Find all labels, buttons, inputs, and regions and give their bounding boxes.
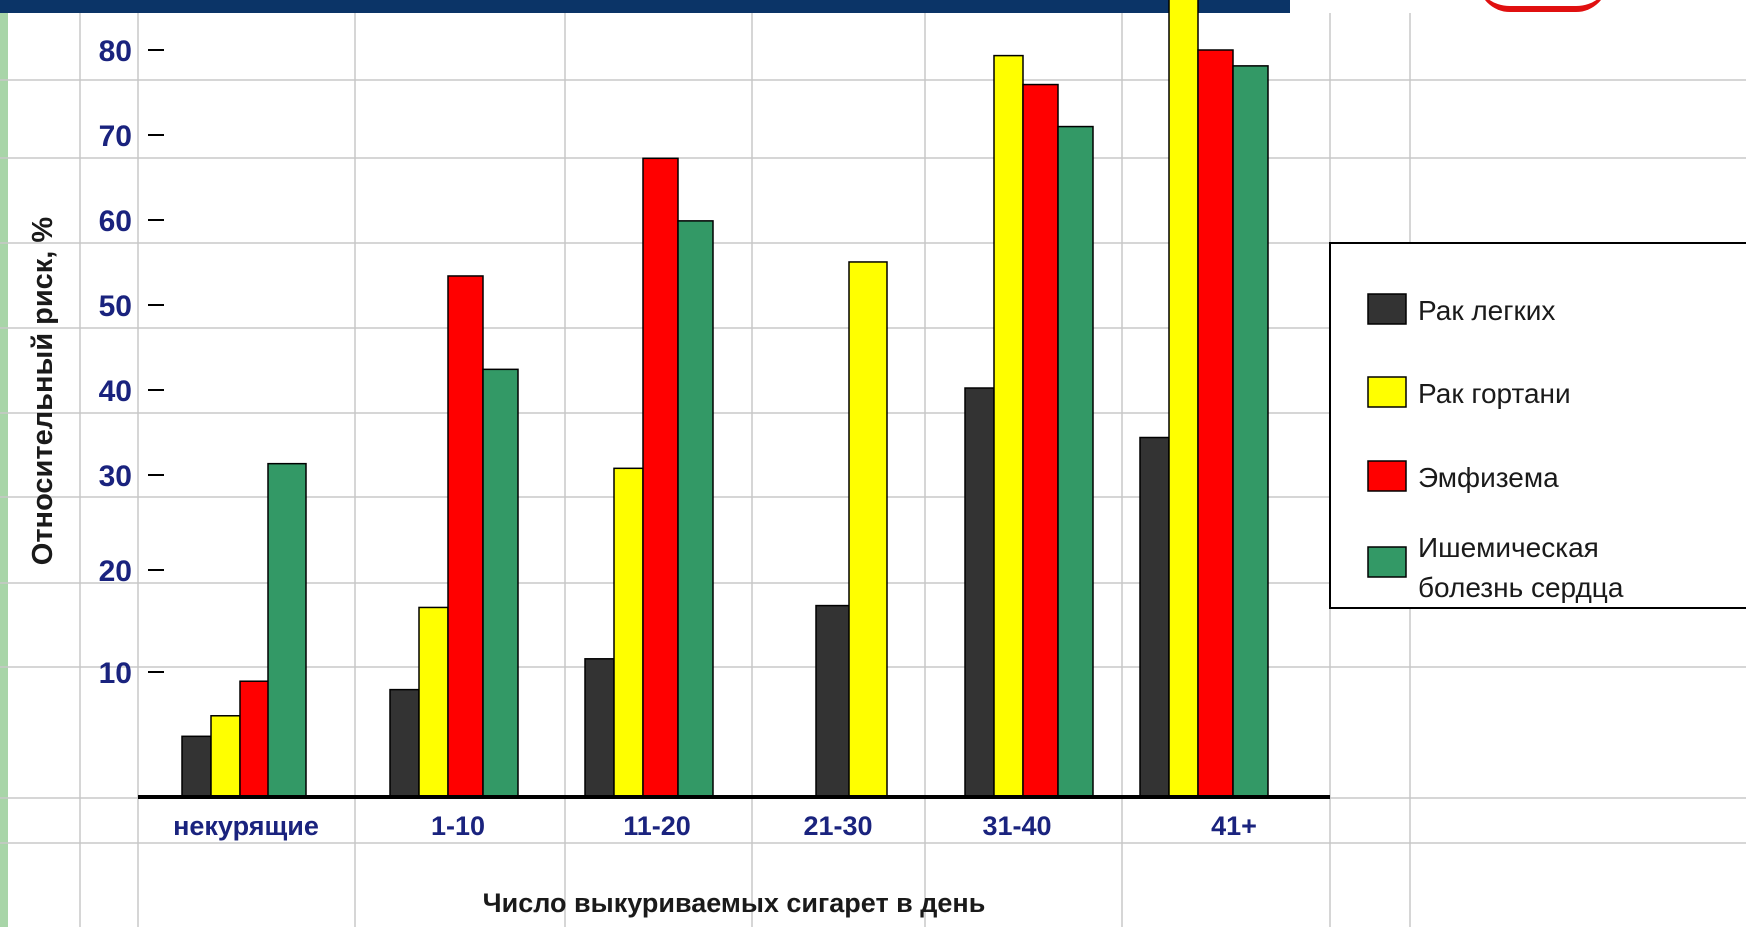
y-tick-label: 80 (99, 35, 132, 68)
bar-1-некурящие (181, 735, 212, 798)
bar-2-некурящие (210, 715, 241, 798)
legend-label: Рак легких (1418, 295, 1555, 326)
bar-2-21-30 (848, 261, 888, 798)
bar-4-41+ (1232, 65, 1269, 798)
bar-3-11-20 (642, 157, 679, 798)
legend: Рак легких Рак гортани Эмфизема Ишемическая… (1329, 242, 1746, 609)
legend-swatch (1367, 460, 1407, 492)
bar-2-11-20 (613, 467, 644, 798)
bar-4-11-20 (677, 220, 714, 798)
bar-4-1-10 (482, 368, 519, 798)
legend-swatch (1367, 293, 1407, 325)
legend-label: болезнь сердца (1418, 572, 1624, 603)
legend-label: Эмфизема (1418, 462, 1559, 493)
bar-1-31-40 (964, 387, 995, 798)
header-bar (0, 0, 1290, 13)
bars (181, 0, 1269, 798)
bar-1-1-10 (389, 688, 420, 798)
bar-2-1-10 (418, 606, 449, 798)
legend-label: Рак гортани (1418, 378, 1571, 409)
x-tick-label: 21-30 (803, 811, 872, 841)
y-tick-label: 50 (99, 290, 132, 323)
x-tick-label: некурящие (173, 811, 319, 841)
bar-3-31-40 (1022, 83, 1059, 798)
legend-swatch (1367, 376, 1407, 408)
y-tick-label: 70 (99, 120, 132, 153)
y-tick-labels: 80 70 60 50 40 30 20 10 (99, 35, 164, 690)
bar-3-41+ (1197, 49, 1234, 798)
bar-1-11-20 (584, 658, 615, 798)
y-axis-label: Относительный риск, % (27, 217, 59, 566)
left-accent-strip (0, 13, 8, 927)
bar-2-31-40 (993, 54, 1024, 798)
x-tick-label: 41+ (1211, 811, 1257, 841)
y-tick-label: 60 (99, 205, 132, 238)
x-axis-label: Число выкуриваемых сигарет в день (483, 888, 986, 918)
bar-3-1-10 (447, 275, 484, 798)
bar-2-41+ (1168, 0, 1199, 798)
y-tick-label: 30 (99, 460, 132, 493)
legend-label: Ишемическая (1418, 532, 1599, 563)
x-tick-label: 11-20 (623, 811, 691, 841)
bar-4-некурящие (267, 462, 307, 798)
x-tick-label: 31-40 (982, 811, 1051, 841)
y-tick-label: 10 (99, 657, 132, 690)
y-tick-label: 20 (99, 555, 132, 588)
bar-4-31-40 (1057, 125, 1094, 798)
legend-swatch (1367, 546, 1407, 578)
x-tick-labels: некурящие 1-10 11-20 21-30 31-40 41+ (173, 811, 1257, 841)
y-tick-label: 40 (99, 375, 132, 408)
x-tick-label: 1-10 (431, 811, 485, 841)
bar-1-41+ (1139, 436, 1170, 798)
logo-arc (1478, 0, 1608, 12)
